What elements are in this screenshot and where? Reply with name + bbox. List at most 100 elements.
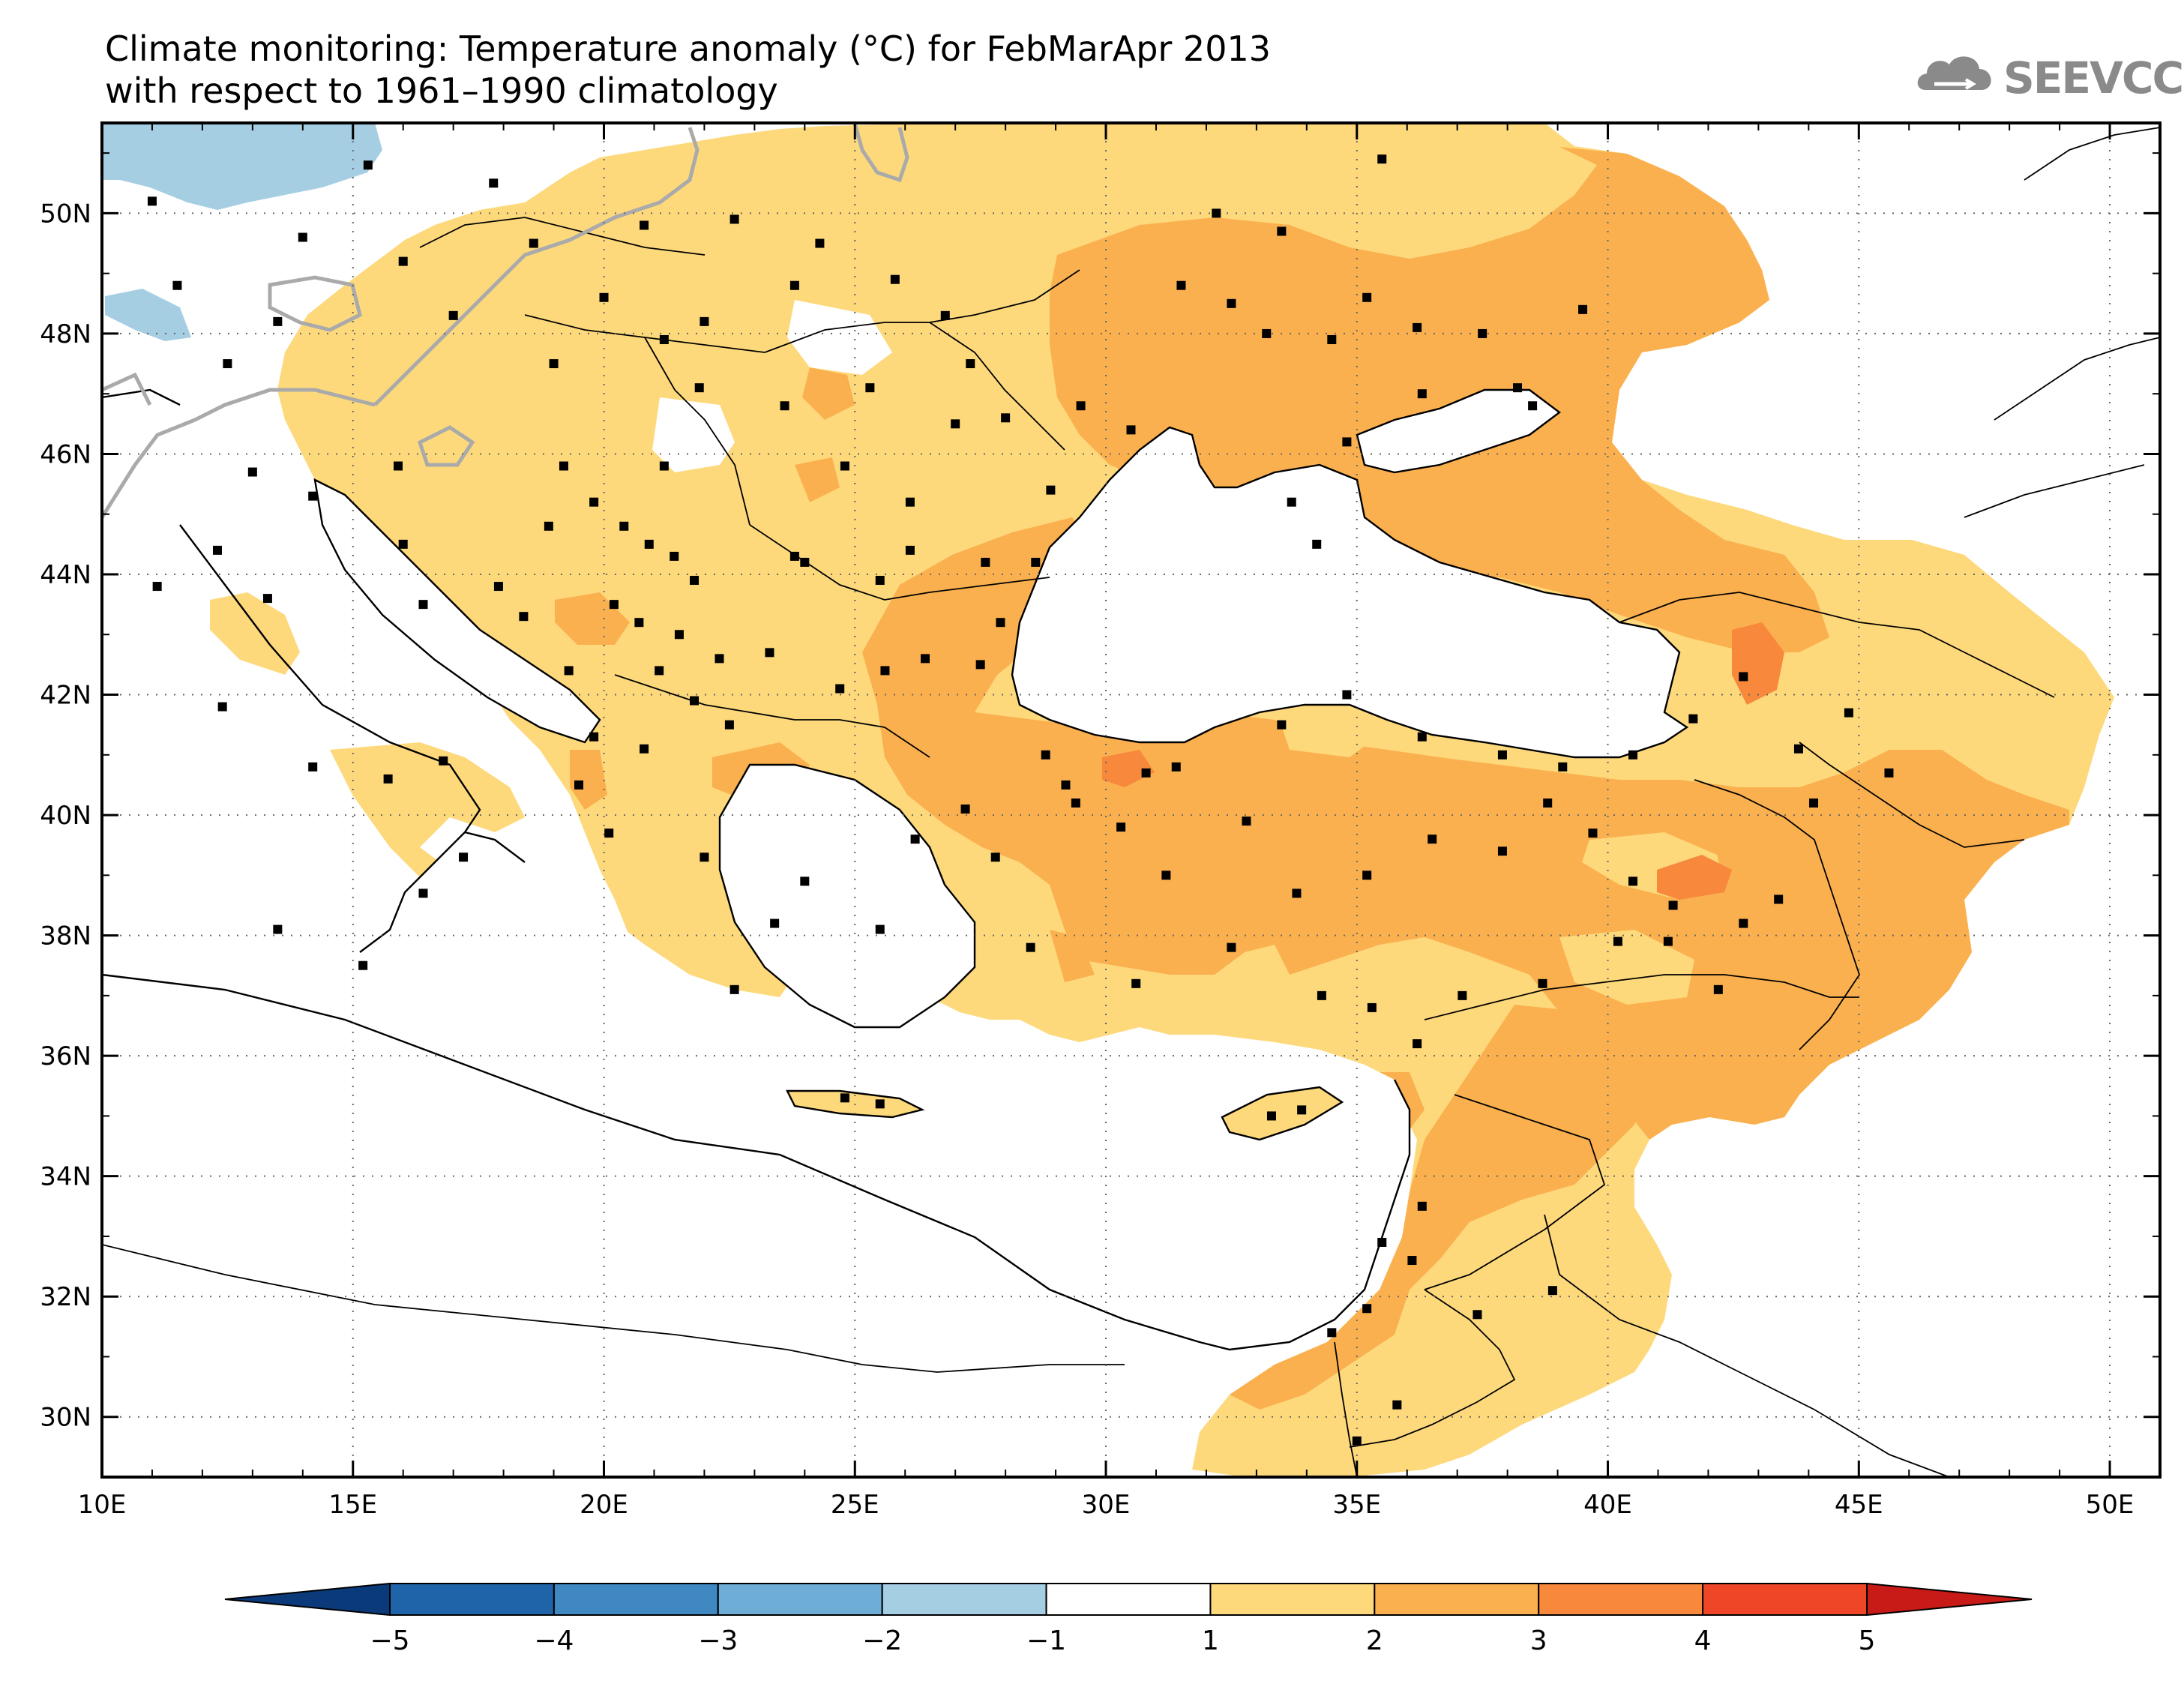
station-marker: [905, 545, 915, 555]
station-marker: [1528, 401, 1538, 411]
station-marker: [1613, 936, 1622, 946]
x-tick-label: 50E: [2086, 1490, 2135, 1520]
x-tick-label: 40E: [1583, 1490, 1632, 1520]
station-marker: [1547, 1286, 1557, 1296]
station-marker: [674, 630, 684, 640]
colorbar-tick-label: 1: [1202, 1626, 1219, 1656]
station-marker: [729, 984, 739, 994]
station-marker: [1266, 1111, 1276, 1121]
station-marker: [559, 461, 568, 471]
station-marker: [789, 280, 799, 290]
station-marker: [875, 1099, 885, 1109]
anomaly-region-cyprus: [1222, 1087, 1342, 1140]
station-marker: [273, 316, 283, 326]
station-marker: [1061, 780, 1071, 790]
station-marker: [1076, 401, 1086, 411]
station-marker: [1377, 154, 1387, 164]
station-marker: [789, 551, 799, 561]
station-marker: [640, 744, 649, 754]
station-marker: [1297, 1105, 1307, 1115]
colorbar-segment: [389, 1583, 555, 1616]
station-marker: [1342, 690, 1352, 700]
station-marker: [489, 178, 499, 188]
station-marker: [1171, 762, 1181, 772]
x-tick-label: 30E: [1082, 1490, 1131, 1520]
station-marker: [951, 419, 960, 429]
station-marker: [634, 618, 644, 628]
station-marker: [1413, 1039, 1422, 1049]
station-marker: [1513, 383, 1523, 393]
station-marker: [960, 805, 970, 814]
anomaly-region-cool: [102, 123, 382, 210]
station-marker: [840, 1093, 849, 1103]
station-marker: [599, 292, 609, 302]
station-marker: [609, 600, 619, 610]
colorbar-tick-label: 2: [1366, 1626, 1383, 1656]
station-marker: [1116, 823, 1126, 832]
station-marker: [212, 545, 222, 555]
station-marker: [670, 551, 679, 561]
station-marker: [966, 359, 975, 369]
station-marker: [398, 539, 408, 549]
station-marker: [1543, 799, 1553, 808]
station-marker: [1046, 485, 1056, 495]
station-marker: [1739, 918, 1748, 928]
station-marker: [1212, 208, 1221, 218]
station-marker: [1292, 888, 1302, 898]
station-marker: [910, 835, 920, 844]
station-marker: [644, 539, 654, 549]
anomaly-region-levant: [1230, 1005, 1649, 1410]
y-tick-label: 38N: [40, 921, 91, 951]
station-marker: [1558, 762, 1568, 772]
colorbar-tick-label: 5: [1859, 1626, 1876, 1656]
station-marker: [448, 310, 458, 320]
station-marker: [1417, 732, 1427, 742]
colorbar-segment: [1538, 1583, 1704, 1616]
station-marker: [690, 576, 700, 586]
station-marker: [358, 960, 368, 970]
station-marker: [1884, 768, 1894, 778]
station-marker: [1739, 672, 1748, 682]
station-marker: [981, 557, 990, 567]
cloud-icon: [1917, 56, 1991, 90]
station-marker: [383, 774, 393, 784]
station-marker: [1141, 768, 1151, 778]
y-tick-label: 34N: [40, 1162, 91, 1192]
station-marker: [1176, 280, 1186, 290]
station-marker: [840, 461, 849, 471]
black-sea: [1012, 427, 1687, 757]
station-marker: [298, 232, 307, 242]
y-tick-label: 50N: [40, 199, 91, 229]
colorbar-tick-label: −3: [698, 1626, 738, 1656]
anomaly-region-2-3: [1050, 147, 1829, 652]
station-marker: [1578, 304, 1588, 314]
colorbar-segment: [881, 1583, 1047, 1616]
colorbar-tick-label: −5: [370, 1626, 409, 1656]
station-marker: [1628, 750, 1638, 760]
station-marker: [1287, 497, 1296, 507]
chart-subtitle: with respect to 1961–1990 climatology: [105, 70, 778, 111]
station-marker: [905, 497, 915, 507]
colorbar-segment: [553, 1583, 719, 1616]
station-marker: [147, 196, 157, 206]
anomaly-region-3-4: [1732, 622, 1784, 705]
mediterranean-sea: [102, 832, 1410, 1350]
station-marker: [1809, 799, 1819, 808]
station-marker: [308, 762, 318, 772]
coastlines: [102, 388, 1689, 1351]
colorbar-tick-label: −1: [1026, 1626, 1066, 1656]
station-marker: [217, 702, 227, 712]
station-marker: [1538, 978, 1547, 988]
station-marker: [1497, 846, 1507, 856]
station-marker: [815, 238, 825, 248]
station-marker: [493, 582, 503, 592]
map-gridlines: [102, 123, 2160, 1477]
station-marker: [363, 160, 373, 170]
logo-text: SEEVCCC: [2003, 52, 2184, 103]
station-marker: [152, 582, 162, 592]
station-marker: [1457, 990, 1467, 1000]
station-marker: [544, 521, 553, 531]
anomaly-field: [102, 123, 2114, 1477]
station-marker: [659, 334, 669, 344]
station-marker: [1713, 984, 1723, 994]
